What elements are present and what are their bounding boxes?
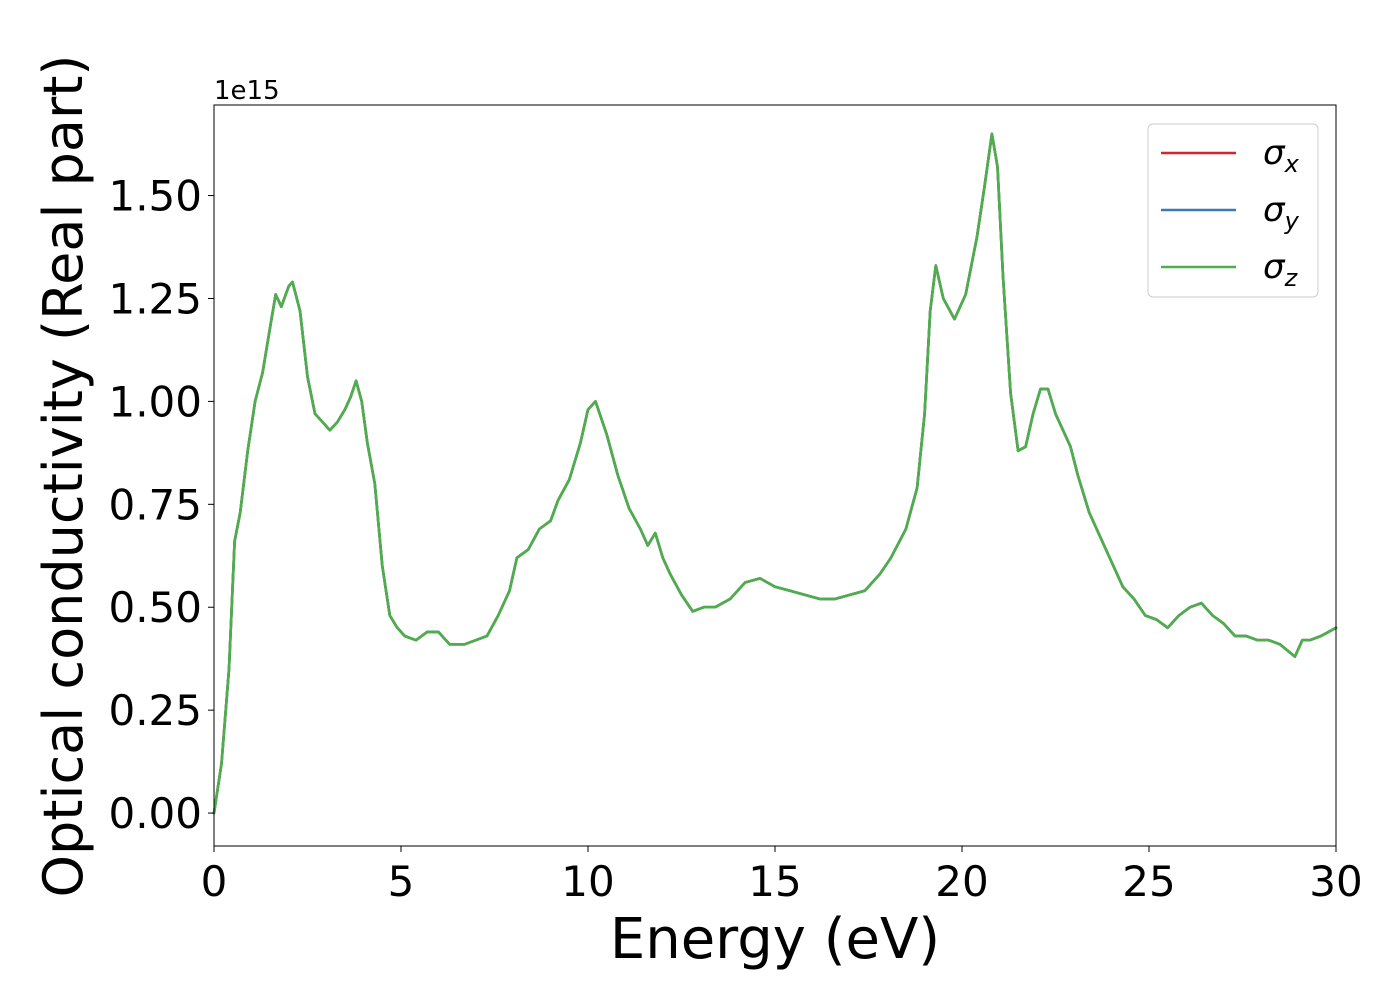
y-scale-label: 1e15: [214, 76, 280, 106]
y-tick-label: 1.50: [108, 172, 202, 221]
legend-label-symbol: σ: [1263, 133, 1286, 173]
y-tick-label: 1.00: [108, 377, 202, 426]
series-line-z: [212, 132, 1338, 815]
x-tick-label: 25: [1122, 857, 1175, 906]
legend-label-z: σz: [1263, 247, 1299, 292]
y-axis: 0.00 0.25 0.50 0.75 1.00 1.25 1.50: [108, 172, 214, 838]
y-tick-label: 0.50: [108, 583, 202, 632]
legend-label-symbol: σ: [1263, 247, 1286, 287]
series-layer: [212, 132, 1338, 815]
x-axis: 0 5 10 15 20 25 30: [201, 846, 1363, 906]
legend-label-subscript: x: [1284, 150, 1300, 178]
legend-label-subscript: y: [1284, 207, 1300, 235]
y-tick-label: 0.75: [108, 480, 202, 529]
legend-label-y: σy: [1263, 190, 1300, 235]
x-tick-label: 0: [201, 857, 228, 906]
y-tick-label: 0.25: [108, 686, 202, 735]
x-axis-label: Energy (eV): [610, 907, 940, 972]
x-tick-label: 5: [388, 857, 415, 906]
x-tick-label: 30: [1309, 857, 1362, 906]
x-tick-label: 10: [561, 857, 614, 906]
y-tick-label: 1.25: [108, 274, 202, 323]
y-axis-label: Optical conductivity (Real part): [32, 55, 95, 898]
legend-label-symbol: σ: [1263, 190, 1286, 230]
legend-label-subscript: z: [1284, 264, 1299, 292]
legend-label-x: σx: [1263, 133, 1300, 178]
y-tick-label: 0.00: [108, 789, 202, 838]
x-tick-label: 15: [748, 857, 801, 906]
x-tick-label: 20: [935, 857, 988, 906]
